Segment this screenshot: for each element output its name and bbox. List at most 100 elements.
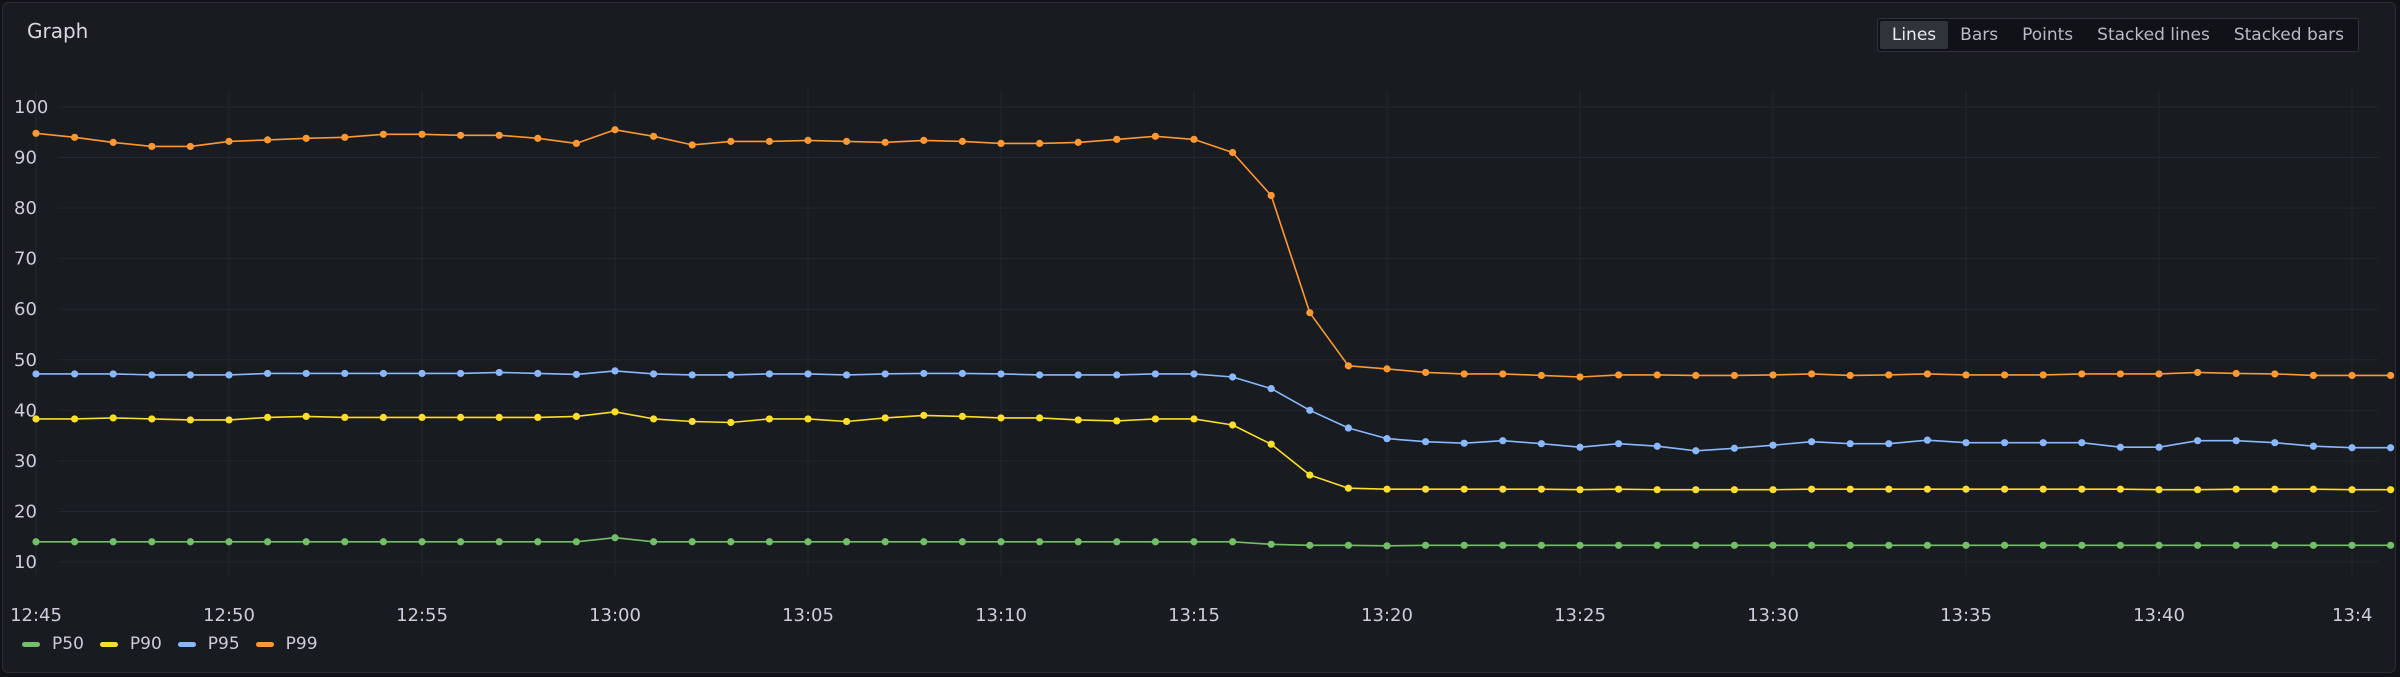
data-point-p95	[495, 368, 503, 377]
data-point-p99	[765, 137, 774, 145]
data-point-p50	[1074, 538, 1082, 546]
data-point-p50	[1962, 541, 1970, 549]
data-point-p50	[2194, 541, 2202, 549]
data-point-p50	[2155, 541, 2163, 549]
data-point-p50	[1460, 541, 1468, 549]
data-point-p90	[1615, 485, 1623, 493]
data-point-p95	[920, 369, 928, 378]
data-point-p95	[1499, 437, 1507, 445]
data-point-p90	[379, 413, 387, 422]
data-point-p90	[2348, 486, 2356, 494]
data-point-p50	[1885, 541, 1893, 549]
data-point-p90	[611, 408, 619, 416]
data-point-p90	[2039, 485, 2047, 493]
data-point-p90	[341, 413, 349, 422]
data-point-p90	[1537, 485, 1545, 493]
data-point-p50	[341, 538, 349, 546]
data-point-p95	[1036, 371, 1044, 379]
data-point-p90	[225, 416, 233, 424]
data-point-p99	[688, 141, 696, 149]
toggle-bars[interactable]: Bars	[1960, 25, 1999, 45]
toggle-lines[interactable]: Lines	[1879, 21, 1949, 49]
toggle-stacked-bars[interactable]: Stacked bars	[2233, 25, 2344, 45]
legend-item-p95[interactable]: P95	[177, 634, 240, 654]
x-tick-label: 13:05	[782, 605, 834, 626]
data-point-p90	[1769, 486, 1777, 494]
data-point-p50	[997, 538, 1005, 546]
y-tick-label: 10	[14, 552, 37, 573]
data-point-p99	[495, 131, 503, 139]
legend-item-p90[interactable]: P90	[99, 634, 162, 654]
data-point-p99	[1344, 362, 1352, 370]
legend: P50 P90 P95 P99	[22, 634, 334, 654]
data-point-p99	[2348, 371, 2356, 380]
data-point-p95	[958, 369, 967, 378]
data-point-p90	[1267, 440, 1275, 448]
data-point-p50	[881, 538, 889, 546]
x-tick-label: 13:25	[1554, 605, 1606, 626]
data-point-p95	[264, 369, 272, 378]
data-point-p99	[727, 137, 735, 145]
data-point-p99	[1460, 370, 1468, 378]
data-point-p95	[1769, 441, 1777, 449]
data-point-p99	[1306, 309, 1314, 317]
legend-item-p50[interactable]: P50	[22, 634, 84, 654]
data-point-p99	[418, 130, 426, 138]
data-point-p99	[572, 139, 581, 147]
series-line-p90	[36, 410, 2391, 491]
y-tick-label: 80	[14, 198, 37, 219]
data-point-p95	[71, 370, 79, 378]
data-point-p99	[1769, 371, 1777, 379]
data-point-p50	[1846, 541, 1854, 549]
data-point-p50	[920, 538, 928, 546]
data-point-p95	[1615, 440, 1623, 448]
data-point-p50	[1692, 541, 1700, 549]
data-point-p95	[997, 370, 1005, 378]
data-point-p90	[186, 416, 194, 424]
data-point-p90	[302, 412, 310, 420]
data-point-p95	[109, 370, 117, 378]
toggle-stacked-lines[interactable]: Stacked lines	[2097, 25, 2210, 45]
toggle-points[interactable]: Points	[2022, 25, 2074, 45]
data-point-p50	[2001, 541, 2009, 549]
legend-item-p99[interactable]: P99	[255, 634, 318, 654]
series-group	[32, 126, 2395, 550]
data-point-p95	[1190, 370, 1198, 378]
data-point-p90	[958, 412, 967, 420]
data-point-p90	[1036, 414, 1044, 422]
data-point-p99	[1692, 371, 1700, 380]
y-tick-label: 50	[14, 350, 37, 371]
data-point-p95	[2078, 439, 2086, 447]
y-tick-label: 40	[14, 400, 37, 421]
data-point-p95	[2039, 439, 2047, 447]
data-point-p50	[727, 538, 735, 546]
data-point-p95	[1267, 384, 1275, 393]
x-axis: 12:45 12:50 12:55 13:00 13:05 13:10 13:15 13:20…	[10, 605, 2372, 626]
data-point-p90	[2194, 486, 2202, 494]
legend-label-p95: P95	[207, 634, 240, 654]
data-point-p90	[1499, 485, 1507, 493]
data-point-p99	[1036, 139, 1044, 147]
data-point-p95	[2116, 443, 2124, 451]
data-point-p50	[1190, 538, 1198, 546]
series-p50	[32, 534, 2395, 550]
data-point-p90	[688, 417, 696, 426]
data-point-p99	[920, 136, 928, 144]
data-point-p50	[264, 538, 272, 546]
legend-label-p90: P90	[129, 634, 162, 654]
y-axis: 10 20 30 40 50 60 70 80 90 100	[14, 97, 48, 573]
data-point-p99	[2001, 371, 2009, 379]
data-point-p95	[1151, 370, 1159, 378]
data-point-p50	[2078, 541, 2086, 549]
data-point-p90	[1846, 485, 1854, 493]
data-point-p95	[1074, 371, 1082, 379]
data-point-p90	[148, 415, 156, 423]
data-point-p90	[2116, 485, 2124, 493]
legend-swatch-p90	[99, 641, 118, 647]
data-point-p95	[2309, 442, 2317, 450]
data-point-p50	[1383, 542, 1391, 550]
data-point-p95	[2194, 437, 2202, 445]
data-point-p50	[572, 538, 581, 546]
data-point-p99	[1730, 371, 1738, 380]
data-point-p90	[1151, 415, 1159, 423]
